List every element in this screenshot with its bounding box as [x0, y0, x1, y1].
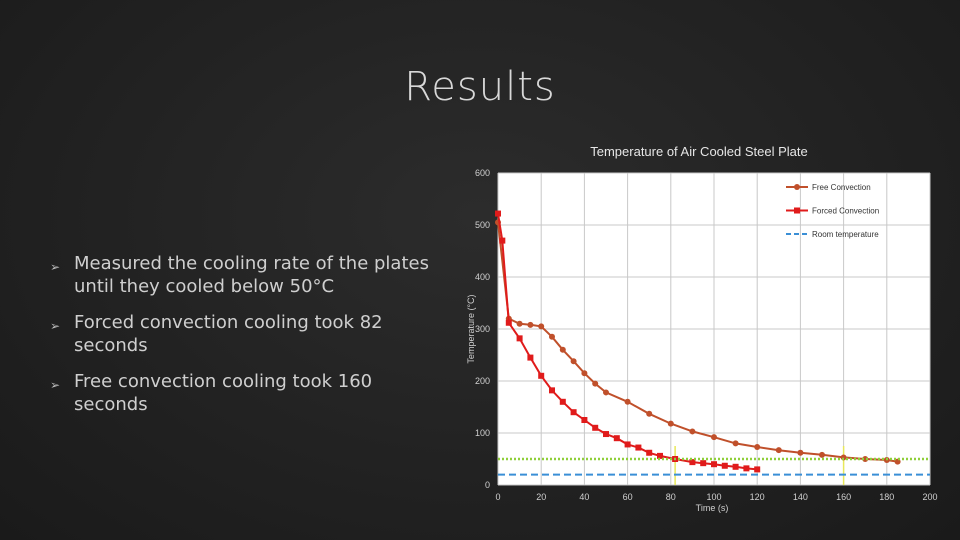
x-tick-label: 140: [793, 492, 808, 502]
data-point-0: [819, 451, 825, 458]
data-point-1: [646, 449, 653, 456]
data-point-1: [549, 387, 555, 394]
y-axis-label: Temperature (°C): [466, 294, 476, 363]
data-point-1: [527, 354, 534, 361]
y-tick-label: 200: [475, 376, 490, 386]
data-point-0: [570, 358, 577, 365]
data-point-1: [516, 335, 523, 342]
y-tick-label: 0: [485, 480, 490, 490]
chart-title: Temperature of Air Cooled Steel Plate: [590, 144, 808, 159]
data-point-0: [516, 320, 523, 327]
x-tick-label: 120: [750, 492, 765, 502]
data-point-0: [581, 370, 588, 377]
x-tick-label: 200: [922, 492, 937, 502]
data-point-1: [581, 417, 588, 423]
y-tick-label: 400: [475, 272, 490, 282]
x-tick-label: 80: [666, 492, 676, 502]
data-point-0: [646, 410, 653, 417]
data-point-0: [527, 321, 534, 328]
data-point-1: [613, 435, 620, 442]
diamond-arrow-icon: ➢: [50, 378, 61, 392]
y-tick-label: 300: [475, 324, 490, 334]
bullet-item: ➢ Free convection cooling took 160 secon…: [48, 370, 448, 416]
bullet-item: ➢ Forced convection cooling took 82 seco…: [48, 311, 448, 357]
x-tick-label: 20: [536, 492, 546, 502]
data-point-0: [797, 449, 804, 456]
data-point-0: [559, 346, 566, 353]
legend-label: Room temperature: [812, 230, 879, 239]
data-point-0: [711, 434, 717, 441]
data-point-1: [499, 237, 506, 244]
data-point-1: [732, 463, 739, 470]
slide-title: Results: [404, 64, 556, 110]
legend-label: Forced Convection: [812, 207, 879, 216]
x-axis-label: Time (s): [696, 503, 729, 513]
data-point-1: [538, 372, 545, 379]
data-point-1: [603, 431, 609, 438]
legend-label: Free Convection: [812, 183, 871, 192]
bullet-text: Measured the cooling rate of the plates …: [74, 253, 429, 297]
data-point-1: [657, 452, 663, 459]
data-point-0: [862, 456, 869, 462]
data-point-1: [559, 398, 566, 405]
bullet-text: Forced convection cooling took 82 second…: [74, 312, 383, 356]
x-tick-label: 0: [495, 492, 500, 502]
data-point-0: [732, 440, 739, 447]
y-tick-label: 600: [475, 168, 490, 178]
data-point-0: [538, 323, 545, 330]
x-tick-label: 180: [879, 492, 894, 502]
data-point-1: [570, 409, 577, 416]
diamond-arrow-icon: ➢: [50, 319, 61, 333]
legend-marker-1: [794, 207, 800, 214]
data-point-0: [667, 420, 674, 427]
bullet-list: ➢ Measured the cooling rate of the plate…: [48, 252, 448, 429]
y-tick-label: 100: [475, 428, 490, 438]
data-point-1: [635, 444, 642, 451]
data-point-1: [700, 460, 707, 467]
legend-marker-0: [794, 184, 800, 190]
data-point-0: [592, 380, 599, 387]
y-tick-label: 500: [475, 220, 490, 230]
data-point-0: [754, 444, 761, 451]
diamond-arrow-icon: ➢: [50, 260, 61, 274]
x-tick-label: 160: [836, 492, 851, 502]
data-point-0: [775, 447, 782, 454]
data-point-0: [549, 333, 555, 340]
x-tick-label: 40: [579, 492, 589, 502]
data-point-1: [754, 466, 761, 473]
x-tick-label: 100: [706, 492, 721, 502]
data-point-1: [711, 461, 717, 468]
data-point-1: [721, 462, 728, 469]
data-point-1: [689, 459, 696, 466]
x-tick-label: 60: [623, 492, 633, 502]
data-point-1: [592, 424, 599, 431]
data-point-0: [624, 398, 631, 405]
bullet-item: ➢ Measured the cooling rate of the plate…: [48, 252, 448, 298]
data-point-0: [603, 389, 609, 396]
data-point-1: [743, 465, 750, 472]
bullet-text: Free convection cooling took 160 seconds: [74, 371, 373, 415]
data-point-1: [505, 319, 512, 326]
data-point-1: [495, 210, 501, 217]
data-point-1: [624, 441, 631, 448]
data-point-0: [689, 428, 696, 435]
